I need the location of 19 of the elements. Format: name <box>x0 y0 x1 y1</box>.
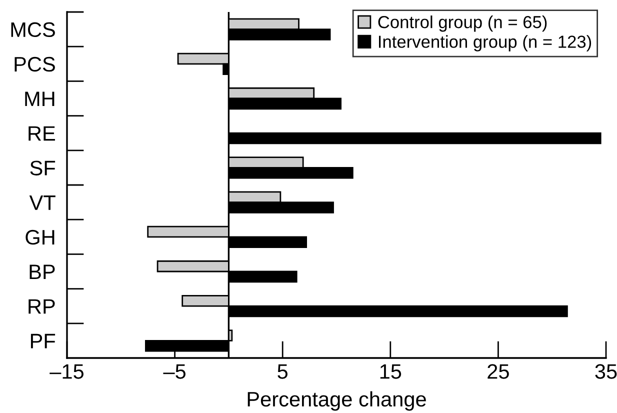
x-tick-label: 25 <box>488 364 509 379</box>
y-tick-label: GH <box>26 230 54 245</box>
y-tick-label: RP <box>28 299 55 314</box>
y-tick-label: MH <box>25 92 54 106</box>
y-tick-label: PCS <box>14 56 55 72</box>
y-tick-label: SF <box>30 160 56 176</box>
x-tick-label: 15 <box>380 364 402 379</box>
x-tick-label: –5 <box>163 364 186 379</box>
legend-label: Intervention group (n = 123) <box>378 35 592 52</box>
y-tick-label: RE <box>28 126 55 141</box>
x-tick-label: 5 <box>278 364 288 379</box>
y-tick-label: BP <box>30 264 55 280</box>
x-tick-label: 35 <box>595 364 617 379</box>
x-tick-label: –15 <box>50 364 84 379</box>
legend-label: Control group (n = 65) <box>378 16 547 32</box>
y-tick-label: MCS <box>11 22 55 38</box>
y-tick-label: VT <box>29 196 56 210</box>
x-axis-title: Percentage change <box>248 391 426 411</box>
y-tick-label: PF <box>30 334 56 348</box>
